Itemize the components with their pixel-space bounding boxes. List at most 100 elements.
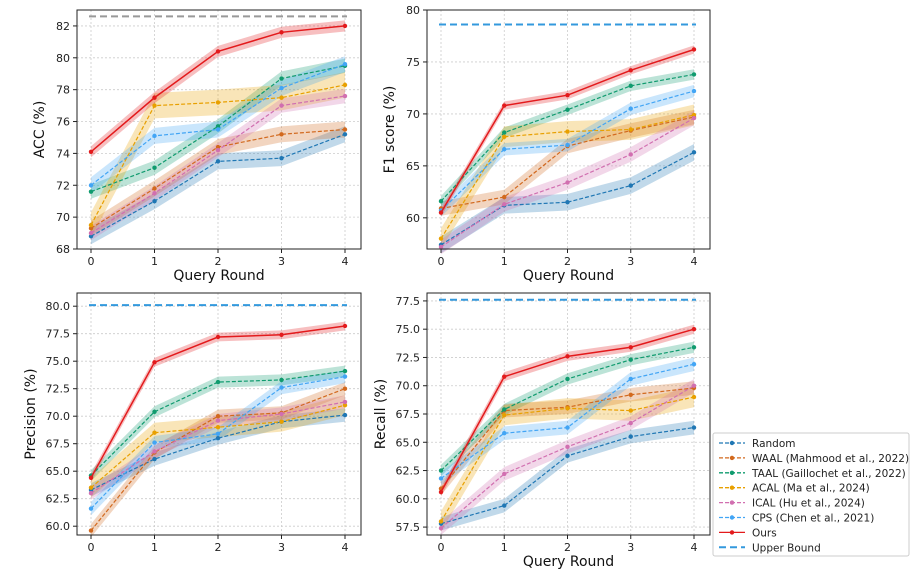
point-waal xyxy=(628,392,633,397)
point-acal xyxy=(279,95,284,100)
point-random xyxy=(565,453,570,459)
point-cps xyxy=(691,88,697,94)
band-ical xyxy=(441,378,694,535)
x-tick-label: 1 xyxy=(151,255,158,268)
point-acal xyxy=(342,82,348,88)
chart-panel-3: 0 1 2 3 4 60.0 62.5 65.0 67.5 70.0 72.5 75.0 77.5 80.… xyxy=(23,292,362,554)
y-tick-label: 75.0 xyxy=(396,323,421,336)
y-tick-label: 70.0 xyxy=(396,380,421,393)
band-taal xyxy=(91,365,345,482)
series-line-taal xyxy=(90,65,346,193)
point-cps xyxy=(628,106,633,111)
x-tick-label: 4 xyxy=(691,255,698,268)
point-ours xyxy=(152,360,157,365)
point-acal xyxy=(88,222,94,228)
point-ical xyxy=(565,444,570,449)
point-ical xyxy=(342,93,348,99)
point-taal xyxy=(565,376,570,382)
point-ours xyxy=(628,345,633,350)
point-taal xyxy=(628,357,633,362)
y-axis-label: Recall (%) xyxy=(373,379,389,449)
point-ours xyxy=(342,23,348,29)
legend-label-taal: TAAL (Gaillochet et al., 2022) xyxy=(751,468,906,480)
point-waal xyxy=(215,144,221,150)
point-acal xyxy=(565,406,570,411)
legend-marker-taal xyxy=(729,470,735,475)
legend-label-cps: CPS (Chen et al., 2021) xyxy=(752,513,874,525)
point-acal xyxy=(565,129,570,134)
point-ical xyxy=(628,152,633,157)
point-taal xyxy=(215,379,221,385)
y-tick-label: 77.5 xyxy=(396,295,421,308)
legend-label-ours: Ours xyxy=(752,527,777,539)
point-ours xyxy=(438,210,444,215)
point-taal xyxy=(152,409,157,414)
series-line-ical xyxy=(440,117,695,248)
y-axis-label: F1 score (%) xyxy=(382,86,398,174)
y-tick-label: 72.5 xyxy=(396,351,421,364)
point-ical xyxy=(279,411,284,417)
y-tick-label: 80 xyxy=(56,52,70,65)
band-acal xyxy=(91,72,345,238)
point-random xyxy=(215,436,221,441)
point-random xyxy=(342,412,348,418)
series-line-cps xyxy=(90,376,346,510)
point-taal xyxy=(438,468,444,473)
y-tick-label: 76 xyxy=(56,116,70,129)
series-line-taal xyxy=(440,73,695,202)
point-cps xyxy=(502,147,507,152)
point-taal xyxy=(438,199,444,204)
x-tick-label: 2 xyxy=(215,255,222,268)
point-ical xyxy=(502,202,507,207)
point-ours xyxy=(279,332,284,337)
point-acal xyxy=(502,412,507,418)
chart-panel-2: 0 1 2 3 4 60 65 70 75 80 Query Round F1 score (%) xyxy=(382,4,711,284)
point-acal xyxy=(88,485,94,490)
point-random xyxy=(628,434,633,439)
band-random xyxy=(91,126,345,245)
point-cps xyxy=(565,425,570,430)
point-ical xyxy=(628,420,633,426)
y-tick-label: 82 xyxy=(56,20,70,33)
point-ours xyxy=(628,68,633,73)
y-tick-label: 67.5 xyxy=(396,408,421,421)
point-acal xyxy=(215,425,221,430)
y-tick-label: 70.0 xyxy=(46,410,71,423)
axes-frame xyxy=(76,9,362,250)
y-tick-label: 65 xyxy=(406,160,420,173)
point-acal xyxy=(279,419,284,424)
point-taal xyxy=(502,407,507,412)
point-ical xyxy=(152,449,157,454)
legend-label-random: Random xyxy=(752,438,795,450)
point-acal xyxy=(502,134,507,139)
point-waal xyxy=(279,132,284,137)
point-taal xyxy=(88,189,94,194)
point-waal xyxy=(215,414,221,419)
axes-frame xyxy=(426,9,711,250)
x-tick-label: 4 xyxy=(342,541,349,554)
x-tick-label: 1 xyxy=(151,541,158,554)
band-waal xyxy=(91,121,345,237)
point-cps xyxy=(565,142,570,148)
point-cps xyxy=(88,183,94,188)
y-tick-label: 77.5 xyxy=(46,328,71,341)
y-tick-label: 57.5 xyxy=(396,521,421,534)
x-axis-label: Query Round xyxy=(173,268,264,284)
point-acal xyxy=(438,519,444,524)
point-ours xyxy=(88,475,94,480)
legend-marker-random xyxy=(729,440,735,446)
point-random xyxy=(342,132,348,137)
point-ours xyxy=(691,326,697,332)
point-ical xyxy=(88,230,94,236)
legend-marker-acal xyxy=(729,485,735,490)
legend-marker-ical xyxy=(729,500,735,505)
point-ical xyxy=(502,471,507,477)
x-tick-label: 3 xyxy=(278,255,285,268)
point-ical xyxy=(152,191,157,196)
band-cps xyxy=(91,370,345,516)
point-cps xyxy=(88,506,94,511)
point-cps xyxy=(691,362,697,367)
point-ical xyxy=(342,399,348,405)
point-cps xyxy=(502,431,507,436)
legend-marker-waal xyxy=(729,455,735,461)
